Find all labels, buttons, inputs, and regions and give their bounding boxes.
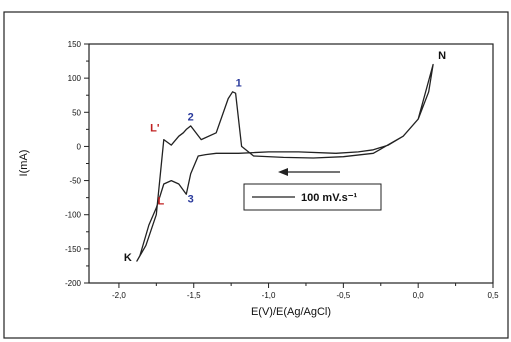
x-tick-label: -2,0 [112, 291, 126, 300]
x-tick-label: -1,0 [262, 291, 276, 300]
legend: 100 mV.s⁻¹ [243, 183, 382, 211]
legend-box [243, 183, 382, 211]
y-axis-label: I(mA) [18, 150, 30, 177]
y-tick-label: -200 [65, 279, 82, 288]
x-tick-label: 0,5 [487, 291, 499, 300]
legend-label: 100 mV.s⁻¹ [301, 192, 357, 204]
tick-labels: -2,0 -1,5 -1,0 -0,5 0,0 0,5 -200 -150 -100 -50 0 50… [65, 40, 499, 300]
y-tick-label: -150 [65, 245, 82, 254]
y-tick-label: -50 [69, 177, 81, 186]
peak-label: L' [150, 122, 160, 134]
peak-label: 3 [188, 193, 194, 205]
peak-label: N [438, 50, 446, 62]
peak-annotations: 1 2 3 L' L K N [124, 50, 446, 264]
peak-label: L [157, 195, 164, 207]
y-tick-label: 50 [72, 108, 81, 117]
peak-label: 2 [188, 111, 194, 123]
y-tick-label: -100 [65, 211, 82, 220]
x-tick-label: -0,5 [336, 291, 350, 300]
outer-border [3, 11, 509, 339]
peak-label: K [124, 252, 132, 264]
y-tick-label: 0 [77, 142, 82, 151]
arrow-head [278, 168, 288, 176]
series-line [136, 63, 434, 262]
peak-label: 1 [236, 77, 242, 89]
x-tick-label: -1,5 [187, 291, 201, 300]
axes-ticks [84, 43, 494, 288]
x-axis-label: E(V)/E(Ag/AgCl) [251, 306, 331, 318]
y-tick-label: 150 [68, 40, 82, 49]
y-tick-label: 100 [68, 74, 82, 83]
x-tick-label: 0,0 [413, 291, 425, 300]
scan-direction-arrow [278, 168, 340, 176]
